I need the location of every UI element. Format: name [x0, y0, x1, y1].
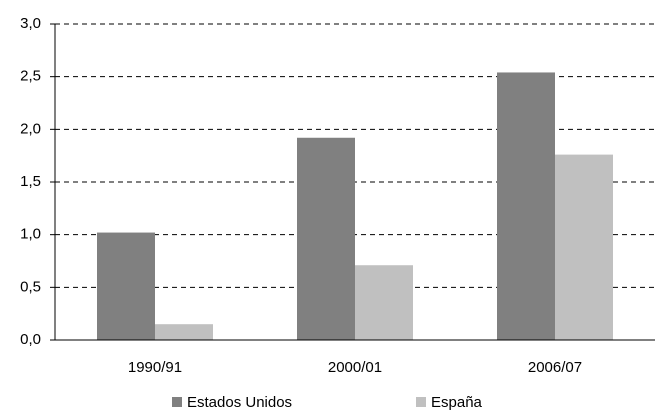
- y-tick-label: 1,5: [20, 173, 41, 190]
- legend-label: Estados Unidos: [187, 394, 292, 411]
- legend-swatch: [416, 397, 426, 407]
- y-tick-label: 2,0: [20, 120, 41, 137]
- bar: [155, 324, 213, 340]
- y-tick-label: 3,0: [20, 15, 41, 32]
- x-tick-label: 2006/07: [528, 359, 582, 376]
- legend-swatch: [172, 397, 182, 407]
- bar: [97, 232, 155, 340]
- bar: [355, 265, 413, 340]
- bar: [497, 72, 555, 340]
- x-tick-label: 1990/91: [128, 359, 182, 376]
- bar: [297, 137, 355, 340]
- legend-label: España: [431, 394, 483, 411]
- y-tick-label: 1,0: [20, 226, 41, 243]
- y-tick-label: 2,5: [20, 68, 41, 85]
- x-tick-label: 2000/01: [328, 359, 382, 376]
- y-tick-label: 0,0: [20, 331, 41, 348]
- y-tick-label: 0,5: [20, 278, 41, 295]
- bar: [555, 154, 613, 340]
